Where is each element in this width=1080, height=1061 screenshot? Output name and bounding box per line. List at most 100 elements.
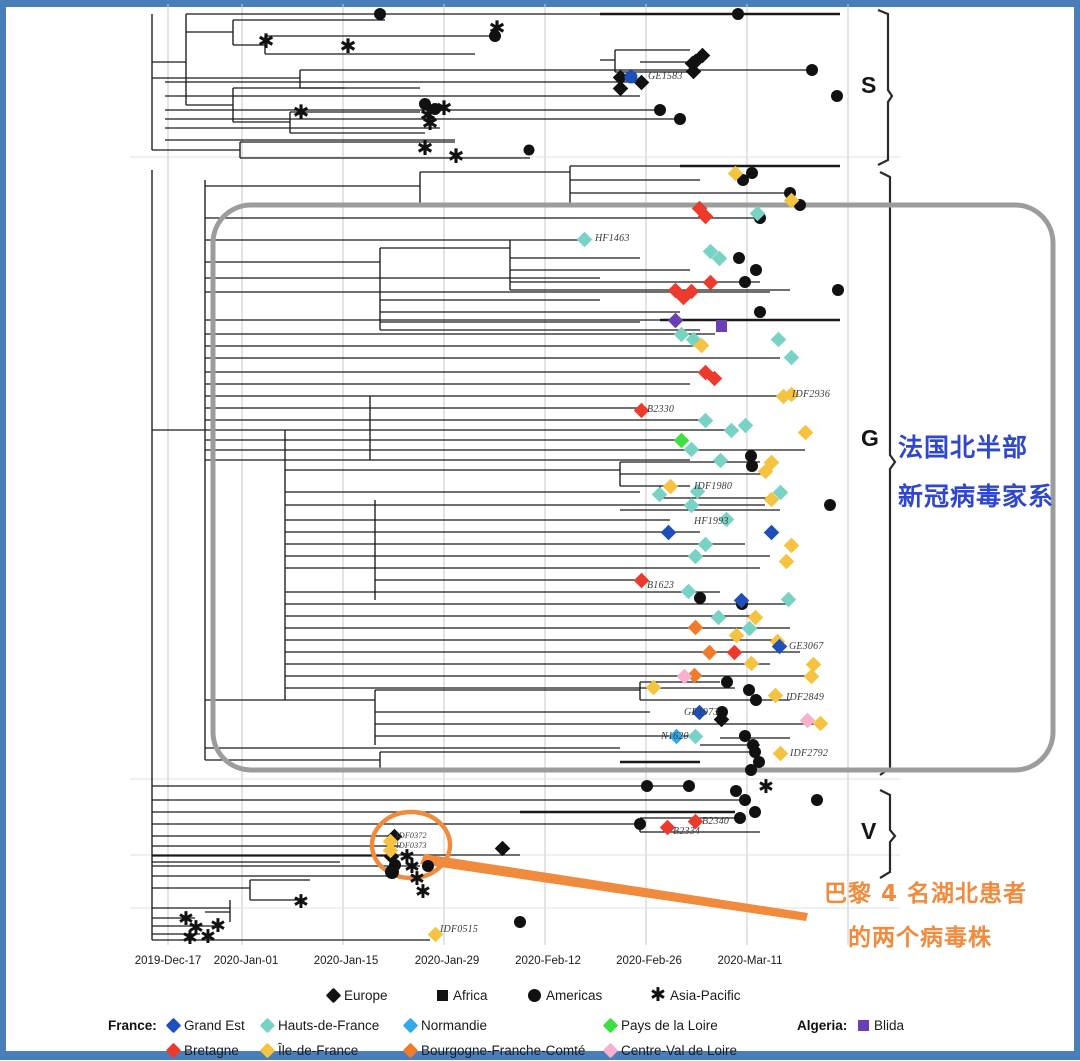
tip-label-HF1993: HF1993: [694, 516, 729, 527]
annotation-orange-line1: 巴黎 4 名湖北患者: [824, 881, 1028, 907]
tip-label-N1620: N1620: [661, 731, 689, 742]
legend-label-normandie: Normandie: [421, 1018, 488, 1033]
legend-label-ile-de-france: Île-de-France: [278, 1043, 359, 1058]
svg-text:✱: ✱: [420, 103, 437, 127]
highlight-circle-idf: [369, 809, 453, 881]
legend-item-ile-de-france[interactable]: Île-de-France: [259, 1040, 359, 1061]
clade-brackets: [877, 8, 897, 879]
axis-tick-5: 2020-Feb-26: [616, 955, 682, 967]
tip-label-B1623: B1623: [647, 580, 675, 591]
tip-label-B2334: B2334: [673, 826, 701, 837]
diamond-icon: [402, 1017, 419, 1034]
diamond-icon: [259, 1042, 276, 1059]
diamond-icon: [165, 1042, 182, 1059]
svg-text:✱: ✱: [178, 908, 194, 930]
legend-item-europe[interactable]: Europe: [325, 985, 388, 1006]
legend-label-grand-est: Grand Est: [184, 1018, 245, 1033]
legend-item-asia-pacific[interactable]: ✱ Asia-Pacific: [650, 985, 741, 1006]
svg-text:✱: ✱: [409, 868, 425, 890]
legend-label-bourgogne-franche-comte: Bourgogne-Franche-Comté: [421, 1043, 586, 1058]
legend-item-normandie[interactable]: Normandie: [402, 1015, 488, 1036]
svg-text:✱: ✱: [417, 136, 434, 160]
svg-text:✱: ✱: [188, 917, 204, 939]
tip-label-GE1973: GE1973: [684, 707, 719, 718]
tip-label-GE1583: GE1583: [648, 71, 683, 82]
diamond-icon: [402, 1042, 419, 1059]
clade-label-G: G: [861, 425, 879, 451]
svg-text:✱: ✱: [415, 881, 431, 903]
legend-label-centre-val-de-loire: Centre-Val de Loire: [621, 1043, 738, 1058]
axis-tick-1: 2020-Jan-01: [213, 955, 279, 967]
axis-tick-6: 2020-Mar-11: [717, 955, 783, 967]
tip-label-IDF0372: IDF0372: [396, 831, 427, 840]
legend-label-hauts-de-france: Hauts-de-France: [278, 1018, 380, 1033]
tip-GE1583-marker: [624, 70, 638, 84]
annotation-orange-line2: 的两个病毒株: [848, 925, 992, 951]
legend-item-bourgogne-franche-comte[interactable]: Bourgogne-Franche-Comté: [402, 1040, 586, 1061]
svg-text:✱: ✱: [258, 29, 275, 53]
legend-item-blida[interactable]: Blida: [858, 1015, 904, 1036]
square-icon: [437, 990, 448, 1001]
legend-item-centre-val-de-loire[interactable]: Centre-Val de Loire: [602, 1040, 738, 1061]
svg-text:✱: ✱: [293, 891, 309, 913]
svg-text:✱: ✱: [182, 927, 198, 949]
legend-label-bretagne: Bretagne: [184, 1043, 239, 1058]
tip-label-B2330: B2330: [647, 404, 675, 415]
tip-label-B2340: B2340: [702, 816, 730, 827]
svg-text:✱: ✱: [210, 915, 226, 937]
clade-V-branches: [151, 770, 760, 941]
square-icon: [858, 1020, 869, 1031]
axis-tick-2: 2020-Jan-15: [313, 955, 379, 967]
svg-text:✱: ✱: [448, 144, 465, 168]
legend-label-asia-pacific: Asia-Pacific: [670, 988, 741, 1003]
svg-text:✱: ✱: [340, 34, 357, 58]
legend-item-americas[interactable]: Americas: [528, 985, 602, 1006]
legend-item-pays-de-la-loire[interactable]: Pays de la Loire: [602, 1015, 718, 1036]
legend-title-algeria: Algeria:: [797, 1018, 848, 1033]
diamond-icon: [259, 1017, 276, 1034]
legend-label-africa: Africa: [453, 988, 488, 1003]
legend-item-hauts-de-france[interactable]: Hauts-de-France: [259, 1015, 380, 1036]
legend-item-bretagne[interactable]: Bretagne: [165, 1040, 239, 1061]
legend-item-grand-est[interactable]: Grand Est: [165, 1015, 245, 1036]
svg-text:✱: ✱: [404, 856, 420, 878]
svg-text:✱: ✱: [399, 846, 415, 868]
annotation-blue-line2: 新冠病毒家系: [898, 482, 1055, 511]
g-clade-highlight-box: [210, 202, 1056, 773]
diamond-icon: [325, 987, 342, 1004]
annotation-blue-line1: 法国北半部: [898, 433, 1029, 462]
clade-S-branches: [151, 12, 840, 159]
tip-label-GE3067: GE3067: [789, 641, 824, 652]
svg-text:✱: ✱: [293, 100, 310, 124]
clade-label-V: V: [861, 818, 877, 844]
axis-tick-4: 2020-Feb-12: [515, 955, 581, 967]
legend-row-france-2: Bretagne Île-de-France Bourgogne-Franche…: [0, 1040, 1080, 1061]
circle-icon: [528, 989, 541, 1002]
tip-label-HF1463: HF1463: [595, 233, 630, 244]
legend-label-blida: Blida: [874, 1018, 905, 1033]
clade-G-branches: [151, 164, 840, 771]
legend-title-france: France:: [108, 1018, 157, 1033]
axis-tick-3: 2020-Jan-29: [414, 955, 480, 967]
asterisk-icon: ✱: [650, 985, 666, 1006]
legend-row-continents: Europe Africa Americas ✱ Asia-Pacific: [0, 985, 1080, 1006]
axis-tick-0: 2019-Dec-17: [134, 955, 202, 967]
diamond-icon: [602, 1042, 619, 1059]
legend-label-americas: Americas: [546, 988, 603, 1003]
svg-text:✱: ✱: [422, 111, 439, 135]
legend-item-africa[interactable]: Africa: [437, 985, 488, 1006]
svg-text:✱: ✱: [436, 96, 453, 120]
clade-label-S: S: [861, 72, 877, 98]
tip-label-IDF0373: IDF0373: [396, 841, 427, 850]
svg-text:✱: ✱: [200, 926, 216, 948]
tip-label-IDF2936: IDF2936: [792, 389, 831, 400]
legend-label-pays-de-la-loire: Pays de la Loire: [621, 1018, 718, 1033]
tip-label-IDF2792: IDF2792: [790, 748, 829, 759]
legend-row-france-1: France: Grand Est Hauts-de-France Norman…: [0, 1015, 1080, 1036]
legend: Europe Africa Americas ✱ Asia-Pacific Fr…: [0, 985, 1080, 1059]
svg-text:✱: ✱: [758, 776, 774, 798]
tip-symbols: ✱ ✱ ✱ ✱ ✱ ✱ ✱ ✱ ✱: [178, 8, 844, 949]
